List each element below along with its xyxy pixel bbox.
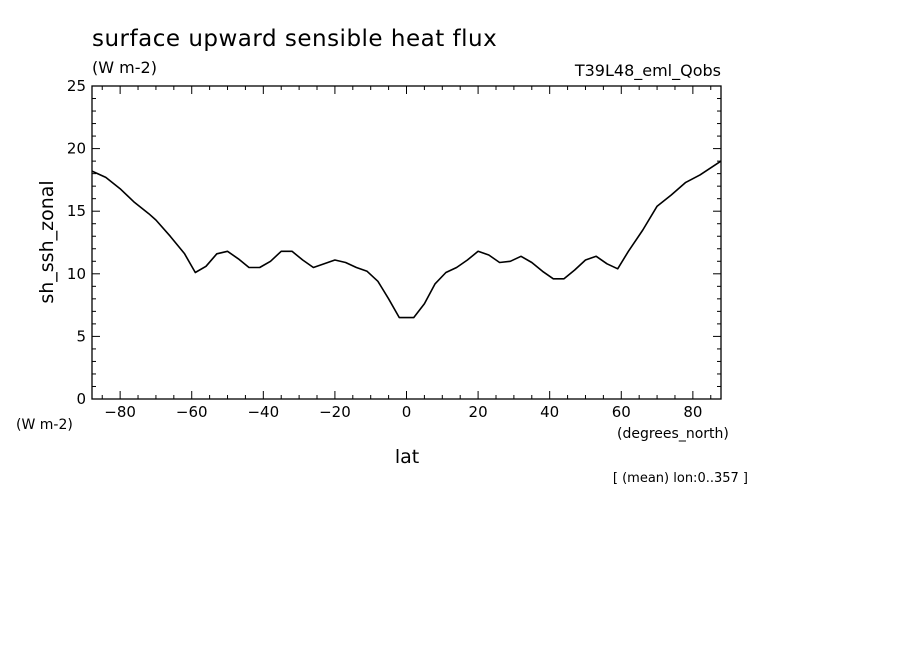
y-tick-label: 5: [76, 327, 86, 345]
chart-title: surface upward sensible heat flux: [92, 26, 497, 52]
y-tick-label: 0: [76, 390, 86, 408]
tick-labels: −80 −60 −40 −20 0 20 40 60 80 0 5 10 15 20 25: [67, 77, 703, 421]
experiment-label: T39L48_eml_Qobs: [574, 61, 721, 81]
title-units: (W m-2): [92, 58, 157, 77]
x-axis-label: lat: [395, 446, 419, 468]
y-tick-label: 15: [67, 202, 86, 220]
y-axis-units: (W m-2): [16, 417, 73, 433]
plot-frame: [91, 85, 722, 400]
x-tick-label: 80: [683, 403, 702, 421]
x-tick-label: 60: [612, 403, 631, 421]
series-line: [91, 160, 722, 319]
x-tick-label: 40: [540, 403, 559, 421]
y-tick-label: 20: [67, 140, 86, 158]
y-tick-label: 10: [67, 265, 86, 283]
x-axis-units: (degrees_north): [617, 426, 729, 442]
x-tick-label: 0: [402, 403, 412, 421]
x-tick-label: −40: [247, 403, 279, 421]
footnote: [ (mean) lon:0..357 ]: [613, 471, 748, 486]
y-axis-label: sh_ssh_zonal: [36, 180, 58, 303]
ticks: [92, 85, 721, 400]
x-tick-label: −80: [104, 403, 136, 421]
x-tick-label: −60: [176, 403, 208, 421]
x-tick-label: −20: [319, 403, 351, 421]
y-tick-label: 25: [67, 77, 86, 95]
x-tick-label: 20: [469, 403, 488, 421]
